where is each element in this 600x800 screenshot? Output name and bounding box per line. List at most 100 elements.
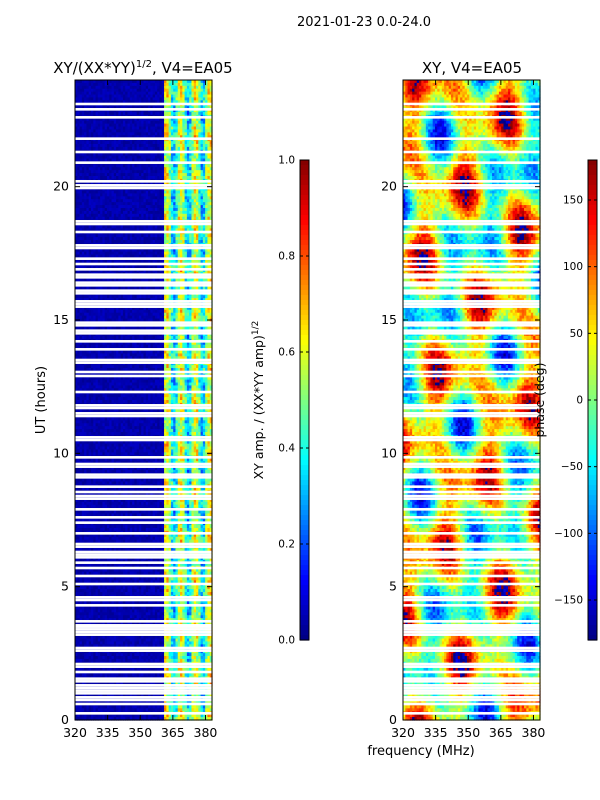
flagged-row	[75, 257, 212, 260]
flagged-row	[403, 438, 540, 442]
flagged-row	[75, 692, 212, 695]
flagged-row	[403, 281, 540, 284]
amp-x-tick-label: 365	[161, 725, 185, 740]
flagged-row	[403, 476, 540, 479]
flagged-row	[75, 566, 212, 570]
flagged-row	[403, 340, 540, 343]
flagged-row	[75, 624, 212, 627]
flagged-row	[75, 222, 212, 226]
flagged-row	[75, 276, 212, 279]
flagged-row	[403, 246, 540, 250]
flagged-row	[403, 273, 540, 276]
amp-colorbar-tick-label: 1.0	[278, 155, 295, 167]
flagged-row	[403, 161, 540, 164]
amp-x-tick-label: 350	[128, 725, 152, 740]
flagged-row	[75, 698, 212, 702]
flagged-row	[75, 246, 212, 250]
flagged-row	[75, 436, 212, 439]
phase-y-tick-label: 10	[381, 445, 397, 460]
flagged-row	[75, 348, 212, 351]
amp-colorbar-label-main: XY amp. / (XX*YY amp)	[251, 335, 266, 479]
flagged-row	[75, 490, 212, 494]
phase-y-tick-label: 5	[389, 579, 397, 594]
flagged-row	[75, 702, 212, 706]
flagged-row	[403, 550, 540, 554]
flagged-row	[403, 556, 540, 559]
amp-y-tick-label: 0	[61, 712, 69, 727]
flagged-row	[75, 689, 212, 692]
phase-x-tick-label: 350	[456, 725, 480, 740]
amp-colorbar-label-sup: 1/2	[251, 321, 261, 335]
flagged-row	[75, 262, 212, 266]
flagged-row	[75, 358, 212, 362]
flagged-row	[403, 649, 540, 652]
phase-colorbar-tick-label: −50	[561, 461, 583, 473]
flagged-row	[75, 321, 212, 324]
phase-y-tick-label: 0	[389, 712, 397, 727]
flagged-row	[403, 516, 540, 519]
flagged-row	[403, 302, 540, 306]
flagged-row	[75, 404, 212, 407]
phase-colorbar-tick-label: 0	[576, 395, 583, 407]
phase-colorbar-tick-label: −150	[554, 595, 583, 607]
flagged-row	[403, 490, 540, 494]
flagged-row	[75, 670, 212, 674]
flagged-row	[403, 348, 540, 351]
flagged-row	[75, 332, 212, 335]
flagged-row	[403, 289, 540, 292]
flagged-row	[75, 696, 212, 699]
flagged-row	[403, 462, 540, 466]
amp-plot-area	[75, 80, 213, 721]
flagged-row	[403, 150, 540, 154]
flagged-row	[75, 476, 212, 479]
flagged-row	[403, 620, 540, 623]
flagged-row	[75, 516, 212, 519]
flagged-row	[75, 521, 212, 524]
flagged-row	[403, 276, 540, 279]
flagged-row	[403, 545, 540, 548]
flagged-row	[75, 628, 212, 631]
flagged-row	[403, 692, 540, 695]
flagged-row	[75, 324, 212, 327]
flagged-row	[75, 494, 212, 498]
phase-y-tick-label: 15	[381, 312, 397, 327]
phase-colorbar: 150 100 50 0 −50 −100 −150 phase (deg)	[532, 159, 598, 641]
flagged-row	[403, 262, 540, 266]
flagged-row	[75, 553, 212, 556]
flagged-row	[75, 574, 212, 578]
flagged-row	[75, 665, 212, 668]
flagged-row	[75, 137, 212, 140]
flagged-row	[403, 604, 540, 607]
flagged-row	[75, 289, 212, 292]
flagged-row	[403, 180, 540, 183]
flagged-row	[403, 561, 540, 564]
amp-y-tick-label: 15	[53, 312, 69, 327]
phase-plot-area	[403, 80, 541, 721]
flagged-row	[75, 456, 212, 459]
flagged-row	[75, 305, 212, 308]
flagged-row	[403, 566, 540, 570]
flagged-row	[403, 625, 540, 628]
flagged-row	[403, 542, 540, 546]
amp-x-tick-label: 380	[194, 725, 218, 740]
flagged-row	[403, 329, 540, 332]
flagged-row	[75, 649, 212, 652]
flagged-row	[75, 633, 212, 636]
amp-title-tail: , V4=EA05	[152, 59, 233, 77]
flagged-row	[403, 268, 540, 271]
amp-y-tick-label: 20	[53, 179, 69, 194]
flagged-row	[75, 150, 212, 154]
flagged-row	[403, 677, 540, 680]
flagged-row	[75, 414, 212, 418]
flagged-row	[75, 677, 212, 680]
flagged-row	[75, 161, 212, 164]
amp-title-sup: 1/2	[136, 59, 152, 70]
flagged-row	[403, 702, 540, 706]
flagged-row	[75, 284, 212, 287]
amp-title-main: XY/(XX*YY)	[53, 59, 136, 77]
flagged-row	[403, 582, 540, 586]
amp-colorbar-tick-label: 0.6	[278, 347, 295, 359]
flagged-row	[403, 102, 540, 106]
phase-y-tick-label: 20	[381, 179, 397, 194]
flagged-row	[403, 485, 540, 488]
